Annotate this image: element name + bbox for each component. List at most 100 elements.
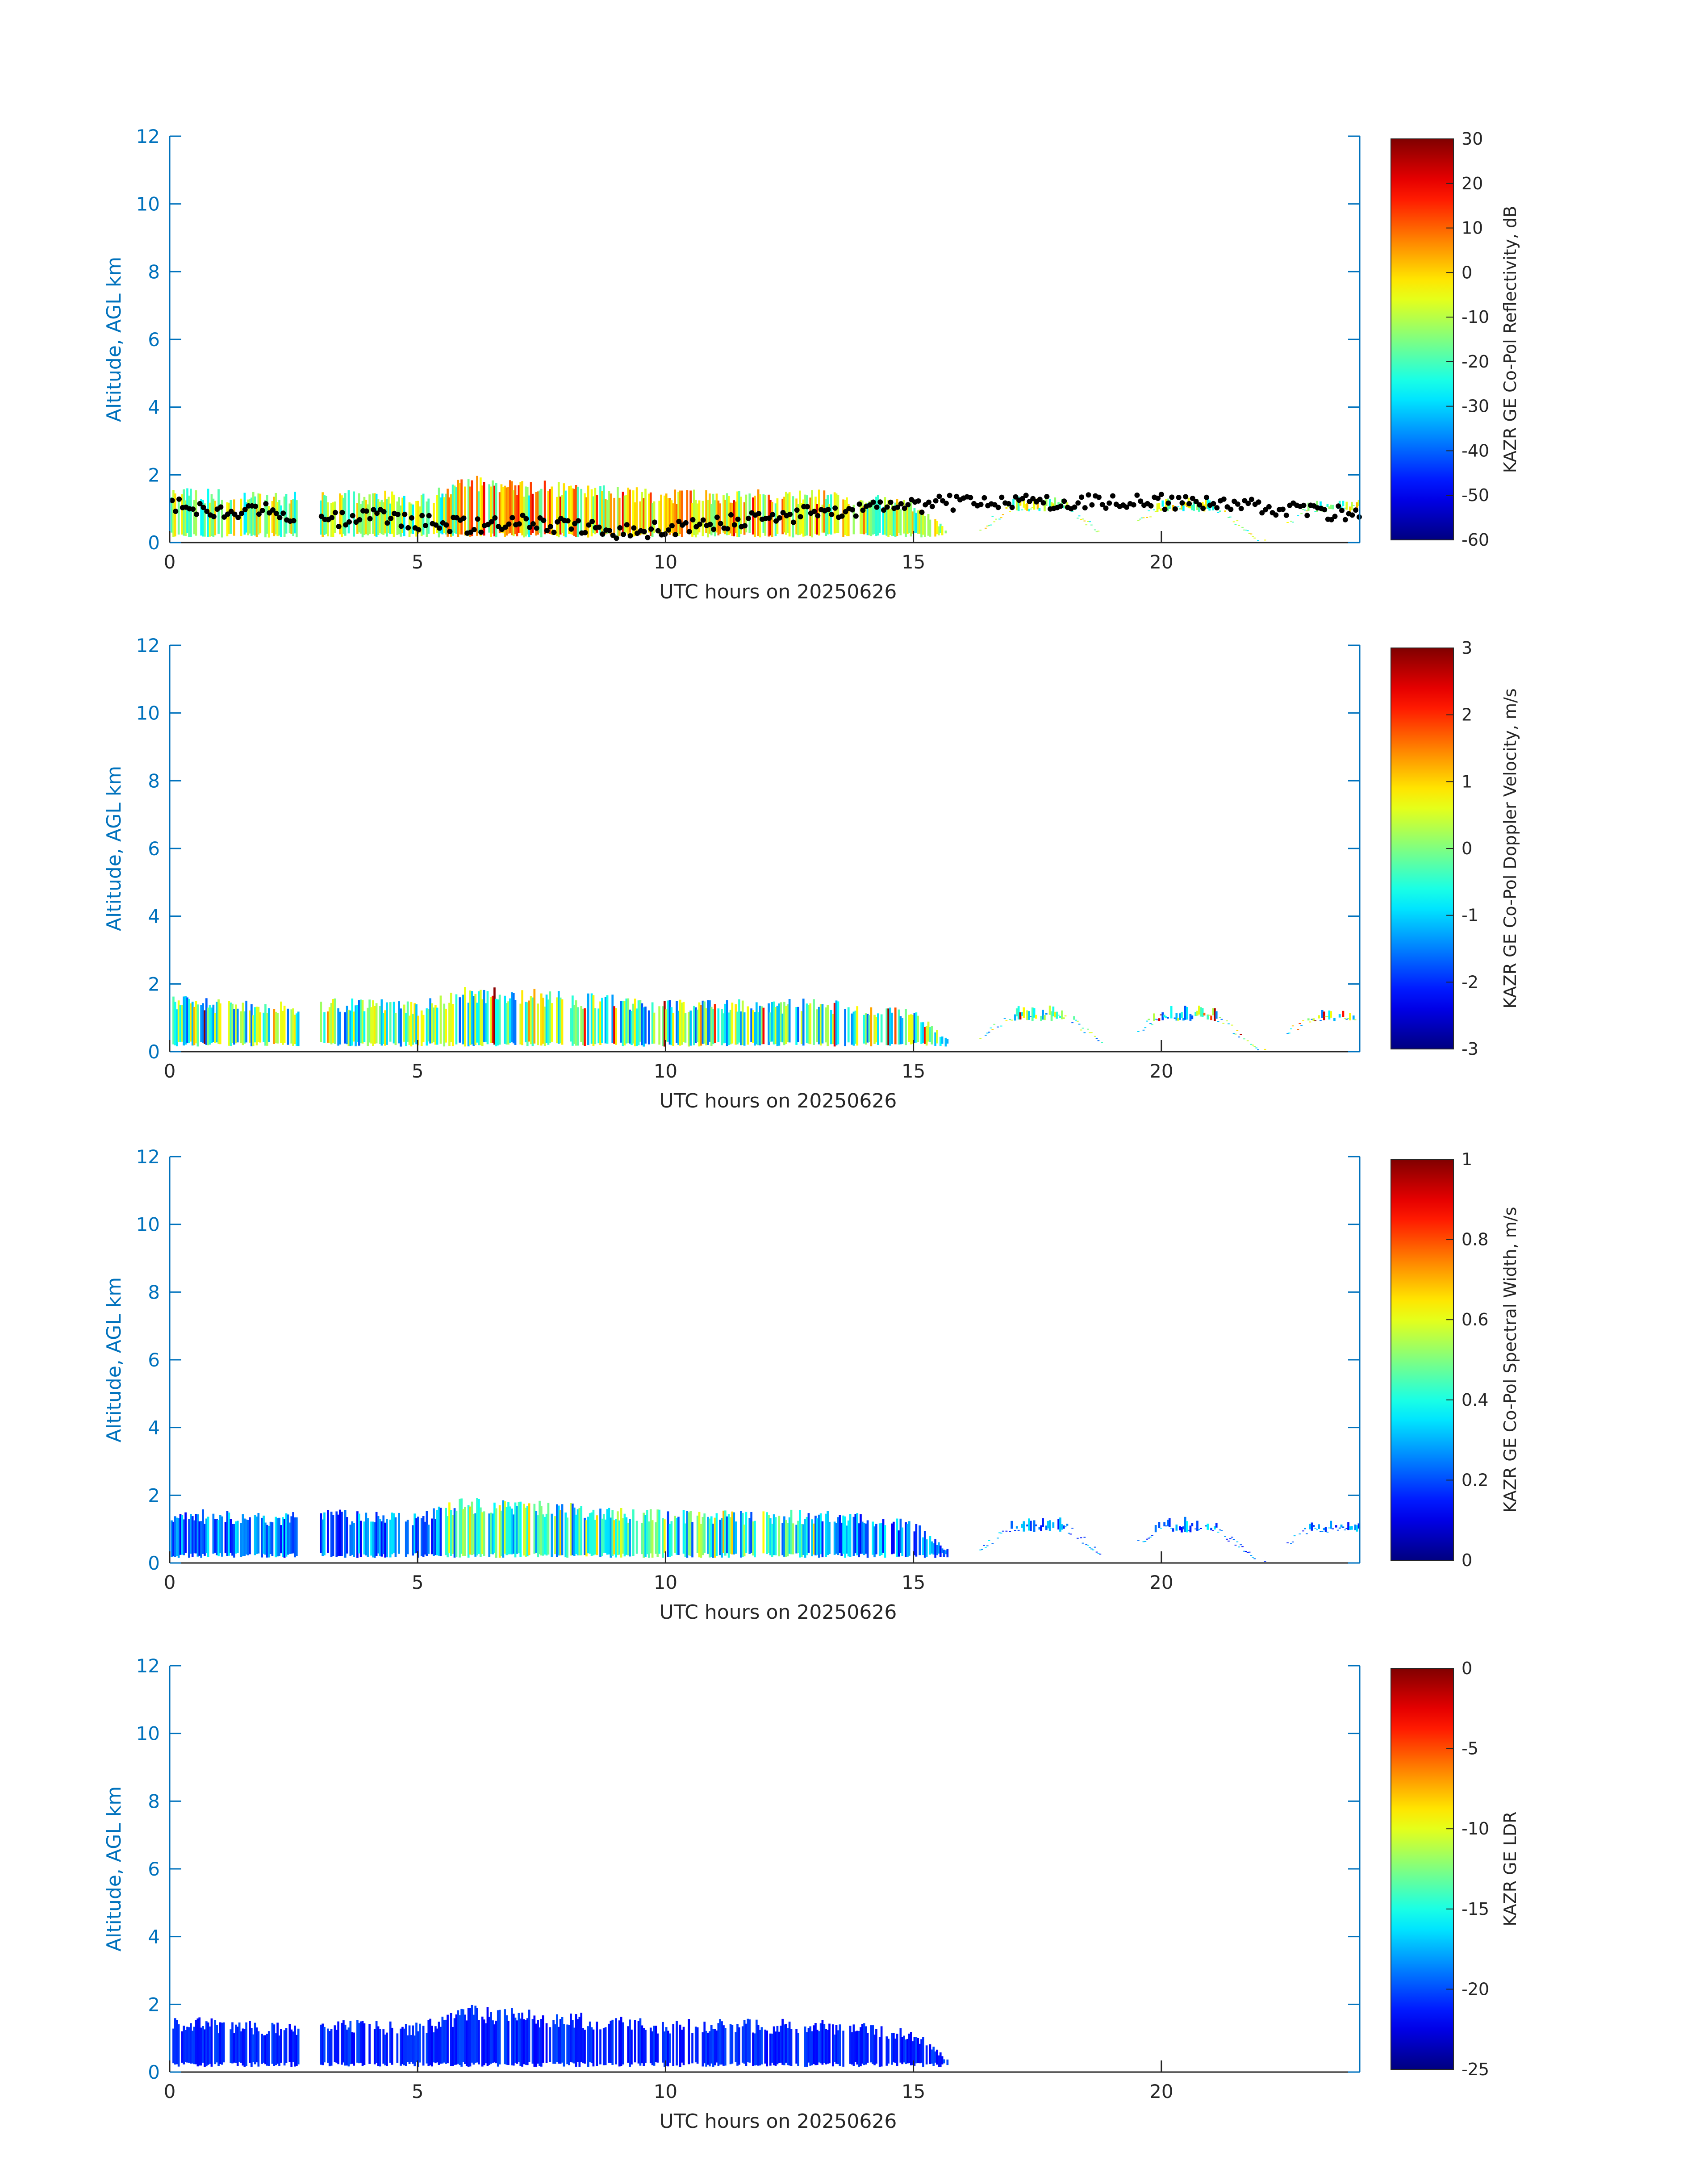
heatmap-column bbox=[682, 1002, 685, 1042]
heatmap-column bbox=[372, 1000, 374, 1046]
cloud-base-dot bbox=[1203, 494, 1209, 500]
heatmap-column bbox=[903, 2035, 905, 2063]
heatmap-column bbox=[1064, 1526, 1067, 1528]
heatmap-column bbox=[773, 1514, 775, 1555]
heatmap-column bbox=[941, 1036, 944, 1044]
heatmap-column bbox=[899, 1518, 902, 1553]
heatmap-column bbox=[290, 500, 293, 534]
colorbar-tick-label: 0 bbox=[1462, 1659, 1472, 1678]
heatmap-column bbox=[212, 1513, 215, 1554]
y-tick-label: 0 bbox=[148, 2061, 160, 2083]
heatmap-column bbox=[1101, 1042, 1103, 1043]
cloud-base-dot bbox=[798, 514, 803, 520]
heatmap-column bbox=[557, 2027, 560, 2064]
heatmap-column bbox=[913, 1013, 916, 1043]
heatmap-column bbox=[938, 2055, 940, 2067]
colorbar-tick-label: 10 bbox=[1462, 218, 1483, 238]
cloud-base-dot bbox=[1328, 517, 1334, 522]
heatmap-column bbox=[681, 490, 683, 537]
heatmap-column bbox=[844, 1516, 846, 1558]
heatmap-column bbox=[441, 2016, 444, 2064]
heatmap-column bbox=[563, 2024, 565, 2067]
heatmap-column bbox=[1095, 531, 1098, 532]
heatmap-column bbox=[1026, 503, 1028, 511]
heatmap-column bbox=[542, 1514, 544, 1556]
heatmap-column bbox=[238, 2022, 241, 2062]
heatmap-column bbox=[254, 1007, 256, 1043]
heatmap-column bbox=[188, 495, 190, 537]
heatmap-column bbox=[353, 1011, 355, 1042]
heatmap-column bbox=[488, 2017, 491, 2065]
cloud-base-dot bbox=[1266, 504, 1272, 510]
heatmap-column bbox=[434, 2026, 437, 2064]
heatmap-column bbox=[849, 2026, 852, 2064]
heatmap-column bbox=[323, 495, 326, 535]
heatmap-column bbox=[780, 1002, 782, 1042]
heatmap-column bbox=[509, 1506, 511, 1554]
heatmap-column bbox=[202, 2026, 204, 2063]
heatmap-column bbox=[596, 1515, 598, 1555]
heatmap-column bbox=[464, 486, 466, 536]
heatmap-column bbox=[813, 999, 815, 1045]
heatmap-column bbox=[825, 499, 827, 536]
heatmap-column bbox=[896, 2034, 898, 2066]
heatmap-column bbox=[1290, 1028, 1292, 1029]
heatmap-column bbox=[396, 2033, 399, 2063]
heatmap-column bbox=[851, 2032, 853, 2065]
y-tick-label: 2 bbox=[148, 973, 160, 995]
heatmap-column bbox=[547, 1503, 550, 1555]
cloud-base-dot bbox=[443, 522, 449, 528]
heatmap-column bbox=[384, 1010, 386, 1046]
heatmap-column bbox=[863, 1523, 865, 1555]
heatmap-column bbox=[1012, 499, 1015, 509]
heatmap-column bbox=[738, 999, 740, 1043]
heatmap-column bbox=[623, 1001, 626, 1046]
heatmap-column bbox=[451, 2027, 454, 2066]
cloud-base-dot bbox=[790, 519, 796, 525]
heatmap-column bbox=[599, 1508, 601, 1557]
heatmap-column bbox=[760, 1006, 763, 1045]
heatmap-column bbox=[243, 493, 246, 535]
heatmap-column bbox=[599, 2029, 601, 2064]
cloud-base-dot bbox=[766, 515, 772, 521]
heatmap-column bbox=[620, 1508, 622, 1558]
cloud-base-dot bbox=[652, 519, 657, 525]
heatmap-column bbox=[1328, 1010, 1331, 1020]
heatmap-column bbox=[893, 2033, 895, 2063]
heatmap-column bbox=[373, 2029, 376, 2064]
heatmap-column bbox=[172, 996, 175, 1045]
heatmap-column bbox=[204, 1010, 206, 1044]
heatmap-column bbox=[1142, 1029, 1145, 1031]
cloud-base-dot bbox=[690, 517, 696, 522]
heatmap-column bbox=[266, 1525, 268, 1558]
heatmap-column bbox=[526, 487, 529, 535]
heatmap-column bbox=[936, 521, 938, 535]
heatmap-column bbox=[525, 1508, 527, 1557]
heatmap-column bbox=[644, 1515, 647, 1557]
heatmap-column bbox=[1158, 503, 1161, 510]
heatmap-column bbox=[802, 1524, 805, 1555]
heatmap-column bbox=[679, 2024, 681, 2067]
heatmap-column bbox=[1320, 1020, 1322, 1021]
heatmap-column bbox=[183, 2026, 185, 2064]
heatmap-column bbox=[476, 2008, 478, 2063]
heatmap-column bbox=[422, 1516, 425, 1557]
heatmap-column bbox=[382, 502, 385, 535]
heatmap-column bbox=[459, 483, 461, 535]
heatmap-column bbox=[1226, 1020, 1228, 1022]
heatmap-column bbox=[832, 2024, 834, 2067]
heatmap-column bbox=[816, 504, 819, 535]
heatmap-column bbox=[1009, 1531, 1011, 1532]
heatmap-column bbox=[1066, 502, 1069, 507]
heatmap-column bbox=[1250, 533, 1253, 535]
heatmap-column bbox=[821, 504, 824, 533]
heatmap-column bbox=[656, 1509, 659, 1557]
heatmap-column bbox=[757, 2025, 760, 2066]
heatmap-column bbox=[205, 2021, 208, 2067]
heatmap-column bbox=[702, 1517, 704, 1555]
cloud-base-dot bbox=[843, 509, 848, 514]
heatmap-column bbox=[542, 2015, 544, 2063]
heatmap-column bbox=[1356, 502, 1358, 511]
heatmap-column bbox=[403, 1004, 405, 1042]
cloud-base-dot bbox=[1061, 498, 1067, 504]
